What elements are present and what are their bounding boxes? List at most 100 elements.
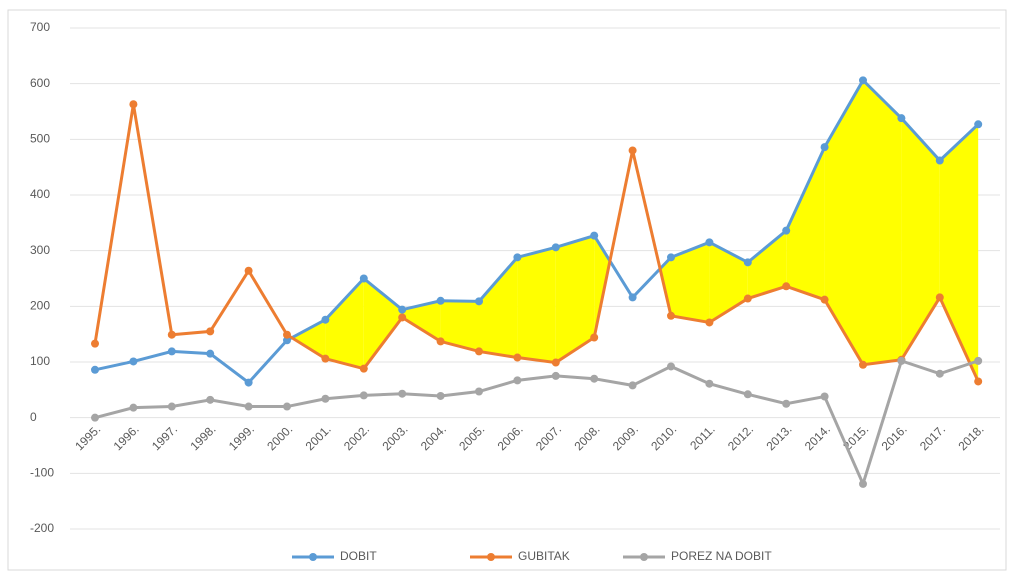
marker [667,311,675,320]
line [93,104,980,383]
marker [551,371,560,380]
fill-area [824,80,863,365]
marker [475,297,483,306]
marker [283,330,291,339]
marker [398,389,407,398]
marker [820,392,829,401]
marker [974,120,983,129]
marker [590,374,599,383]
marker [91,365,99,374]
fill-area [402,300,441,342]
marker [283,402,291,411]
marker [859,360,867,369]
line [94,358,979,489]
marker [206,327,215,336]
marker [897,356,906,365]
marker [513,253,522,262]
marker [590,231,599,240]
fill-area [671,242,710,323]
fill-area [325,278,364,369]
fill-area [863,80,902,365]
fill-area [440,300,479,352]
fill-area [709,242,748,323]
marker [398,305,407,314]
marker [782,226,791,235]
marker [935,293,944,302]
marker [244,378,253,387]
marker [359,364,368,373]
marker [551,358,560,367]
marker [129,357,138,366]
marker [628,381,637,390]
marker [91,339,99,348]
marker [129,100,138,109]
y-tick-label: 0 [30,410,37,424]
fill-area [517,247,556,363]
marker [513,353,522,362]
fill-area [747,230,787,299]
marker [628,146,637,155]
marker [743,294,752,303]
marker [743,390,752,399]
fill-area [901,118,940,360]
marker [782,399,791,408]
legend-label: GUBITAK [518,549,570,563]
marker [436,337,445,346]
y-tick-label: -100 [30,466,54,480]
marker [321,315,330,324]
legend-marker [640,553,648,561]
marker [206,395,215,404]
marker [974,377,983,386]
marker [359,274,368,283]
marker [321,394,330,403]
marker [398,313,407,322]
y-tick-label: 600 [30,76,50,90]
marker [859,76,867,85]
marker [244,402,253,411]
y-tick-label: 500 [30,132,50,146]
marker [820,143,829,152]
marker [590,333,599,342]
marker [782,282,791,291]
legend-marker [487,553,495,561]
marker [244,266,253,275]
fill-area [363,278,403,369]
fill-area [291,319,326,359]
marker [167,402,176,411]
marker [283,336,291,345]
legend-label: POREZ NA DOBIT [671,549,772,563]
marker [167,330,176,339]
marker [667,362,675,371]
marker [667,253,675,262]
y-tick-label: 400 [30,187,50,201]
marker [436,391,445,400]
marker [628,293,637,302]
marker [820,295,829,304]
y-tick-label: 700 [30,20,50,34]
marker [743,258,752,267]
marker [206,349,215,358]
fill-area [786,147,825,300]
marker [359,391,368,400]
y-tick-label: -200 [30,521,54,535]
marker [475,387,483,396]
marker [513,376,522,385]
marker [897,114,906,123]
marker [974,356,983,365]
marker [705,379,714,388]
y-tick-label: 100 [30,354,50,368]
marker [129,403,138,412]
line [94,77,980,385]
legend-marker [309,553,317,561]
y-tick-label: 300 [30,243,50,257]
fill-area [555,235,595,363]
marker [935,369,944,378]
marker [859,479,867,488]
y-tick-label: 200 [30,299,50,313]
marker [705,318,714,327]
marker [551,243,560,252]
marker [321,354,330,363]
marker [436,296,445,305]
marker [167,347,176,356]
